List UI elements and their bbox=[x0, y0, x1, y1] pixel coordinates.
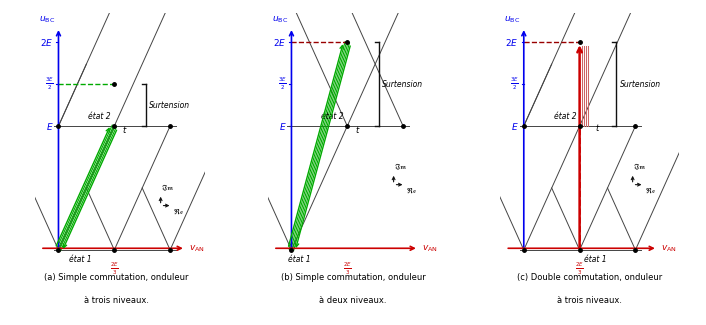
Text: $\frac{2E}{3}$: $\frac{2E}{3}$ bbox=[575, 261, 584, 277]
Text: à deux niveaux.: à deux niveaux. bbox=[319, 296, 387, 305]
Text: $E$: $E$ bbox=[511, 121, 519, 132]
Text: $\frac{2E}{3}$: $\frac{2E}{3}$ bbox=[110, 261, 119, 277]
Text: $2E$: $2E$ bbox=[40, 37, 54, 48]
Text: $\mathfrak{Re}$: $\mathfrak{Re}$ bbox=[173, 206, 184, 216]
Text: $\mathfrak{Im}$: $\mathfrak{Im}$ bbox=[395, 162, 407, 172]
Text: $2E$: $2E$ bbox=[273, 37, 287, 48]
Text: $\mathfrak{Im}$: $\mathfrak{Im}$ bbox=[633, 162, 647, 172]
Text: $E$: $E$ bbox=[46, 121, 54, 132]
Text: $\mathfrak{Re}$: $\mathfrak{Re}$ bbox=[406, 186, 417, 195]
Text: état 1: état 1 bbox=[69, 255, 92, 264]
Text: $\frac{3E}{2}$: $\frac{3E}{2}$ bbox=[277, 76, 287, 92]
Text: état 2: état 2 bbox=[554, 112, 576, 121]
Text: $E$: $E$ bbox=[279, 121, 287, 132]
Text: état 2: état 2 bbox=[88, 112, 111, 121]
Text: $t$: $t$ bbox=[122, 124, 127, 135]
Text: $\mathfrak{Im}$: $\mathfrak{Im}$ bbox=[162, 183, 174, 193]
Text: (b) Simple commutation, onduleur: (b) Simple commutation, onduleur bbox=[280, 273, 426, 282]
Text: $u_{\rm BC}$: $u_{\rm BC}$ bbox=[39, 14, 55, 25]
Text: Surtension: Surtension bbox=[149, 101, 190, 110]
Text: $2E$: $2E$ bbox=[505, 37, 519, 48]
Text: Surtension: Surtension bbox=[382, 80, 423, 89]
Text: $\mathfrak{Re}$: $\mathfrak{Re}$ bbox=[645, 186, 656, 195]
Text: à trois niveaux.: à trois niveaux. bbox=[84, 296, 149, 305]
Text: à trois niveaux.: à trois niveaux. bbox=[557, 296, 622, 305]
Text: $u_{\rm BC}$: $u_{\rm BC}$ bbox=[272, 14, 288, 25]
Text: état 1: état 1 bbox=[584, 255, 606, 264]
Text: $v_{\rm AN}$: $v_{\rm AN}$ bbox=[661, 243, 677, 254]
Text: (a) Simple commutation, onduleur: (a) Simple commutation, onduleur bbox=[44, 273, 189, 282]
Text: $u_{\rm BC}$: $u_{\rm BC}$ bbox=[504, 14, 520, 25]
Text: Surtension: Surtension bbox=[620, 80, 662, 89]
Text: état 1: état 1 bbox=[288, 255, 311, 264]
Text: état 2: état 2 bbox=[321, 112, 344, 121]
Text: $t$: $t$ bbox=[355, 124, 360, 135]
Text: $\frac{3E}{2}$: $\frac{3E}{2}$ bbox=[44, 76, 54, 92]
Text: $\frac{2E}{3}$: $\frac{2E}{3}$ bbox=[343, 261, 352, 277]
Text: $\frac{3E}{2}$: $\frac{3E}{2}$ bbox=[510, 76, 519, 92]
Text: $v_{\rm AN}$: $v_{\rm AN}$ bbox=[189, 243, 205, 254]
Text: $t$: $t$ bbox=[594, 122, 600, 133]
Text: (c) Double commutation, onduleur: (c) Double commutation, onduleur bbox=[517, 273, 662, 282]
Text: $v_{\rm AN}$: $v_{\rm AN}$ bbox=[422, 243, 438, 254]
